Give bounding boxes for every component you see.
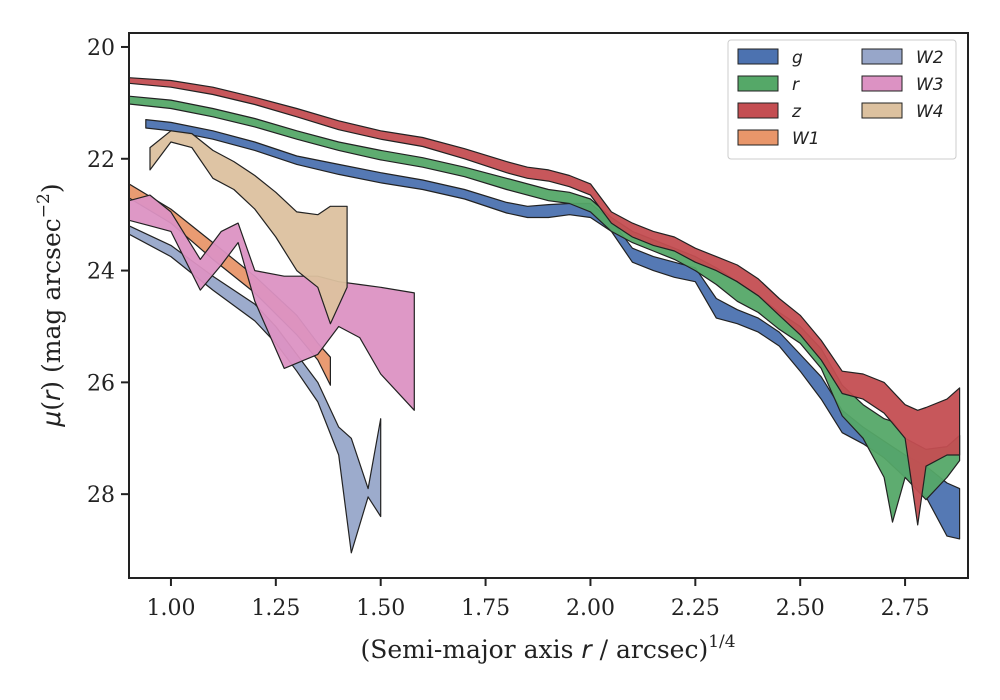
legend-swatch-w2: [861, 48, 903, 65]
legend-label-w3: W3: [916, 75, 944, 95]
legend-swatch-g: [737, 48, 779, 65]
x-axis: 1.00 1.25 1.50 1.75 2.00 2.25 2.50 2.75: [146, 578, 930, 621]
x-tick-label: 2.25: [671, 596, 720, 621]
y-axis-label: μ(r) (mag arcsec−2): [34, 183, 66, 427]
x-tick-label: 1.75: [461, 596, 510, 621]
legend-label-w4: W4: [916, 102, 944, 122]
x-tick-label: 2.00: [566, 596, 615, 621]
legend-label-r: r: [792, 75, 800, 95]
x-tick-label: 1.00: [146, 596, 195, 621]
legend-box: [727, 39, 957, 160]
series-layer: [129, 77, 961, 554]
series-band-w4: [149, 130, 348, 325]
x-tick-label: 2.75: [881, 596, 930, 621]
series-band-g: [145, 118, 961, 540]
x-axis-label: (Semi-major axis r / arcsec)1/4: [360, 632, 735, 664]
series-band-w3: [129, 194, 415, 411]
legend-swatch-r: [737, 75, 779, 92]
legend-swatch-w1: [737, 129, 779, 146]
y-tick-label: 22: [87, 148, 115, 173]
y-tick-label: 24: [87, 260, 115, 285]
legend-label-g: g: [792, 48, 803, 68]
x-tick-label: 1.25: [251, 596, 300, 621]
y-tick-label: 28: [87, 483, 115, 508]
legend-swatch-w4: [861, 102, 903, 119]
legend-swatch-z: [737, 102, 779, 119]
plot-frame: [128, 32, 969, 579]
y-tick-label: 26: [87, 371, 115, 396]
y-axis: 20 22 24 26 28: [87, 36, 129, 508]
series-band-r: [129, 95, 961, 523]
legend-label-w1: W1: [792, 129, 820, 149]
x-tick-label: 2.50: [776, 596, 825, 621]
series-band-z: [129, 77, 961, 526]
legend: grz W1 W2 W3 W4: [727, 39, 957, 160]
x-tick-label: 1.50: [356, 596, 405, 621]
legend-swatch-w3: [861, 75, 903, 92]
legend-label-z: z: [791, 102, 802, 122]
y-tick-label: 20: [87, 36, 115, 61]
legend-label-w2: W2: [916, 48, 944, 68]
